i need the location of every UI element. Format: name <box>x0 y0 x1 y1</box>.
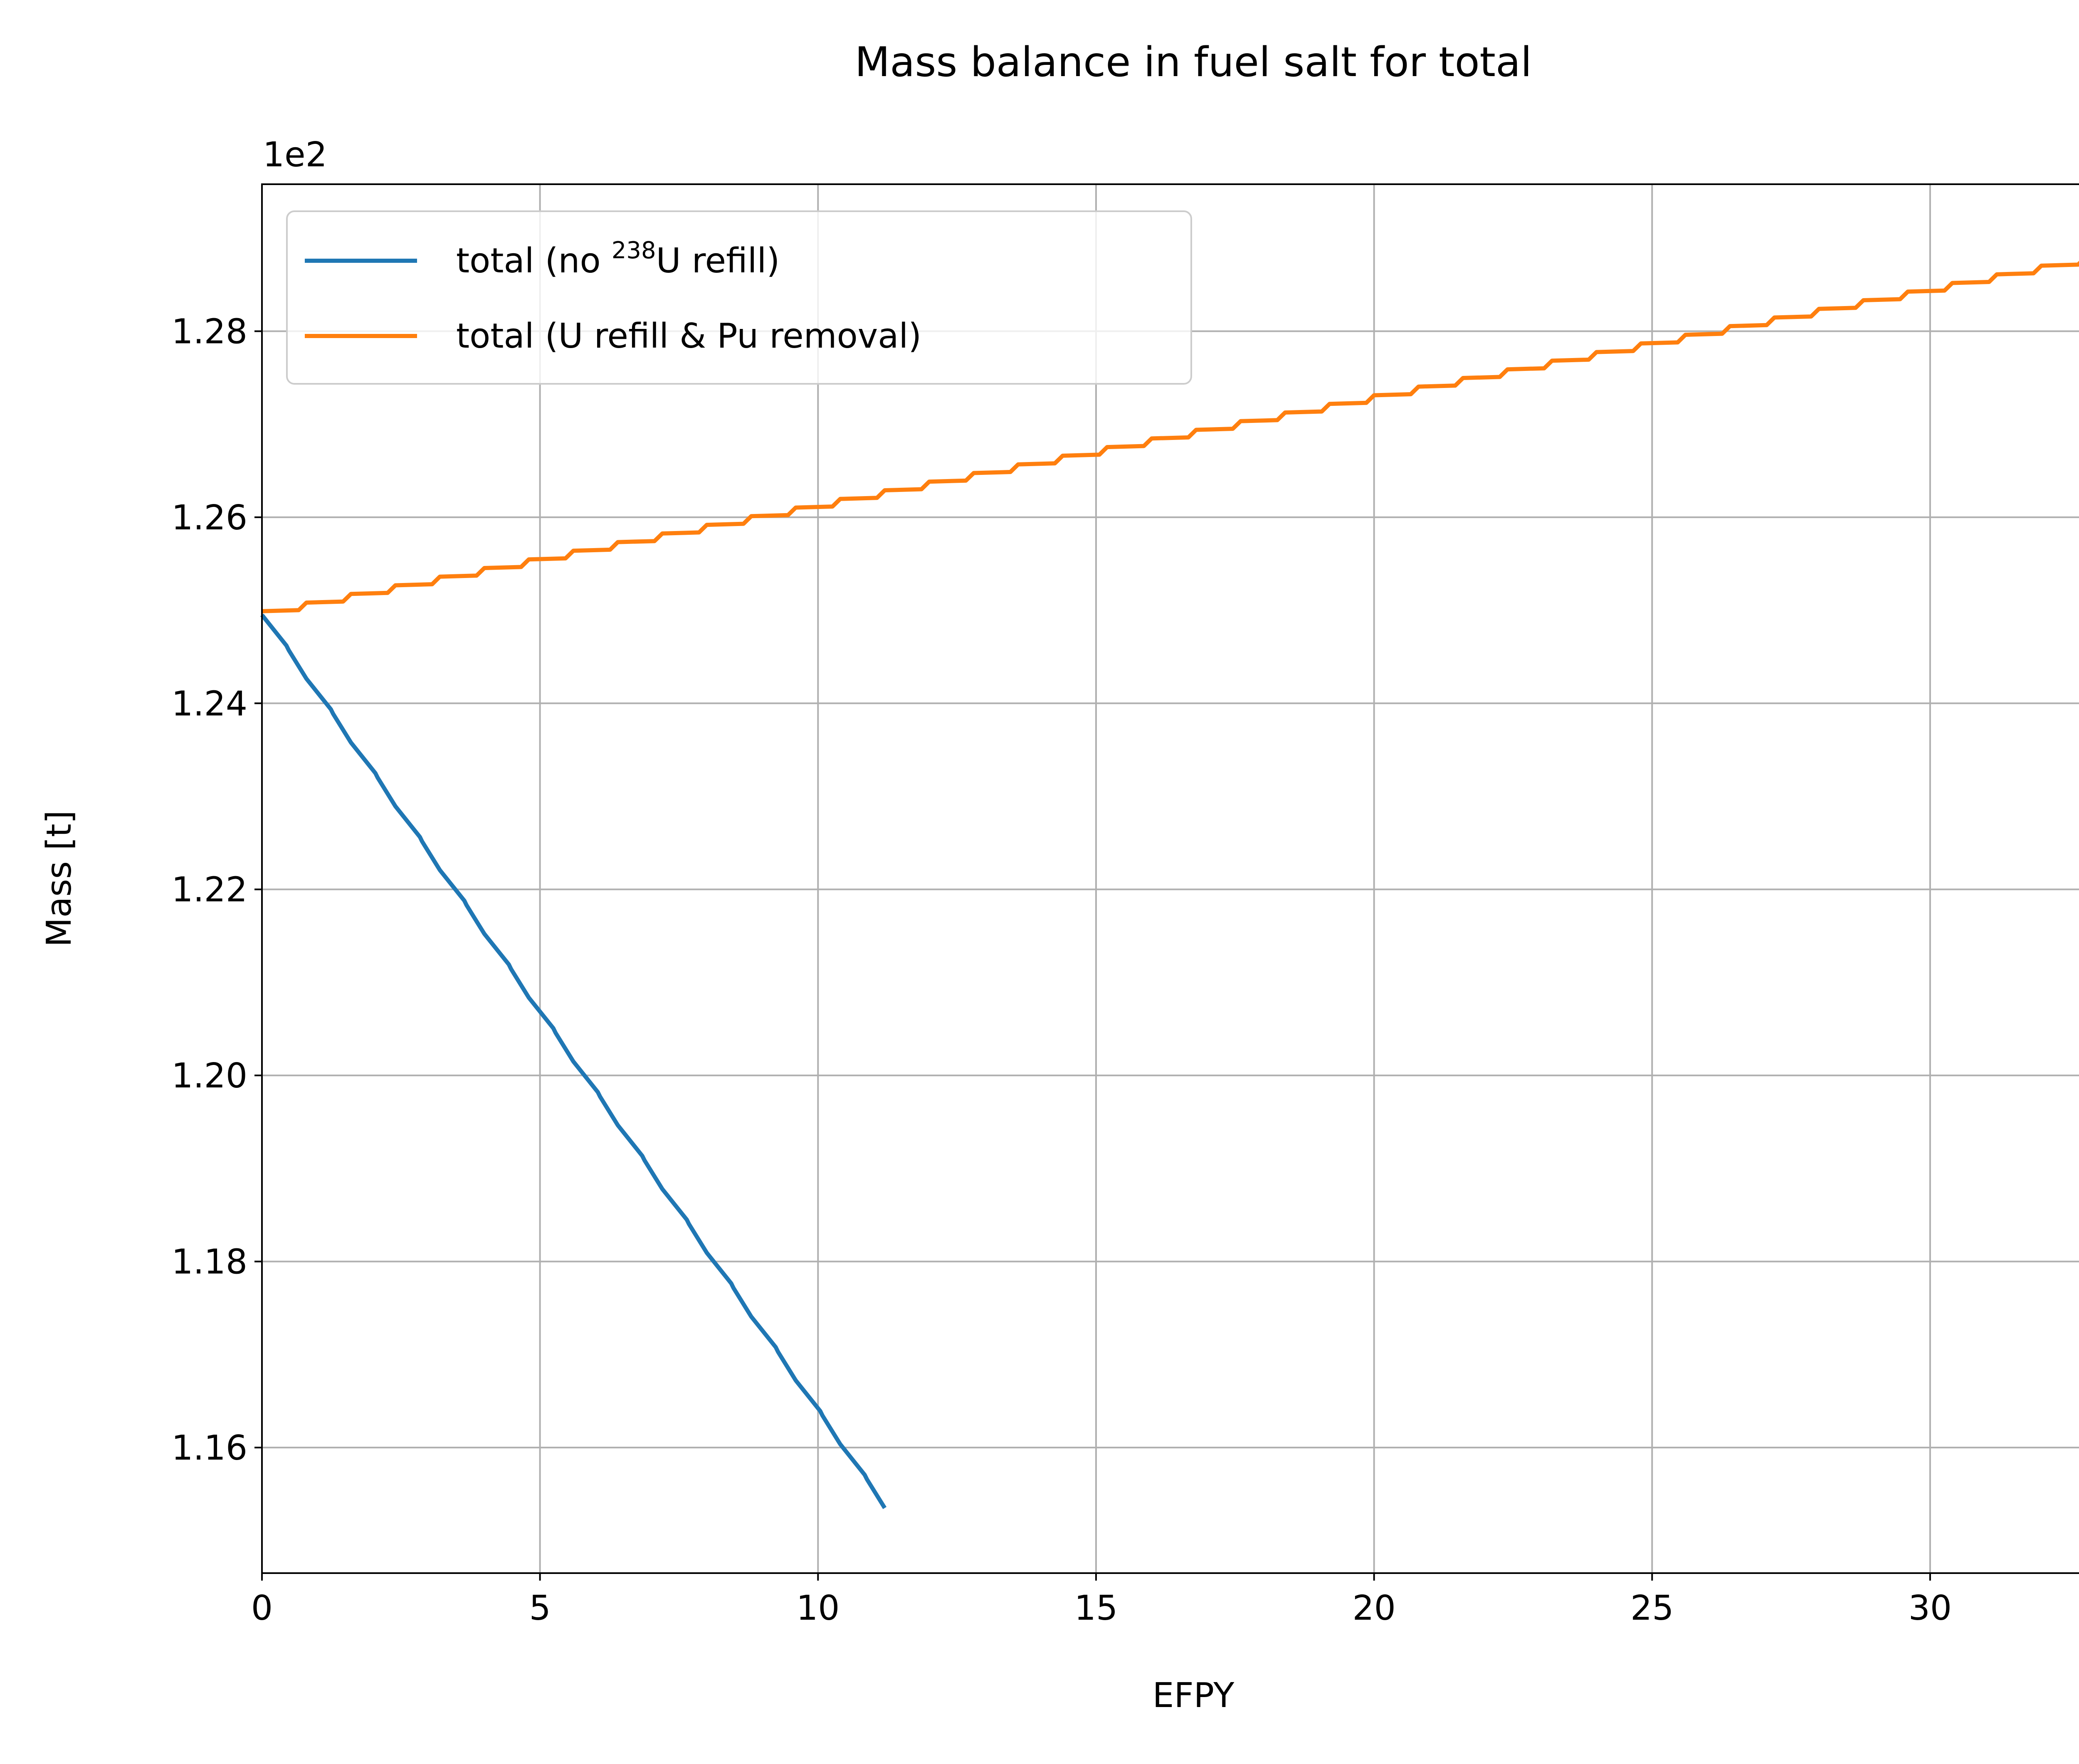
x-tick-label: 20 <box>1352 1589 1395 1628</box>
legend-label-no-refill-prefix: total (no <box>456 241 612 281</box>
y-tick-label: 1.16 <box>171 1428 247 1468</box>
y-axis-label: Mass [t] <box>40 810 79 947</box>
legend-label-refill: total (U refill & Pu removal) <box>456 316 921 356</box>
plot-frame <box>261 183 2079 1574</box>
y-tick-label: 1.20 <box>171 1056 247 1096</box>
x-axis: 0 5 10 15 20 25 30 <box>251 1573 1952 1628</box>
legend-box <box>286 210 1192 385</box>
y-tick-label: 1.28 <box>171 312 247 351</box>
y-tick-label: 1.26 <box>171 498 247 538</box>
x-tick-label: 10 <box>796 1589 840 1628</box>
legend: total (no 238U refill) total (U refill &… <box>286 210 1192 385</box>
legend-label-no-refill-suffix: U refill) <box>656 241 780 281</box>
chart-title: Mass balance in fuel salt for total <box>855 39 1532 86</box>
y-tick-label: 1.24 <box>171 684 247 724</box>
x-tick-label: 25 <box>1630 1589 1674 1628</box>
y-tick-label: 1.22 <box>171 870 247 910</box>
x-tick-label: 5 <box>529 1589 551 1628</box>
legend-label-no-refill-superscript: 238 <box>612 237 656 264</box>
x-tick-label: 0 <box>251 1589 273 1628</box>
legend-label-no-refill: total (no 238U refill) <box>456 237 780 281</box>
x-tick-label: 30 <box>1909 1589 1952 1628</box>
y-offset-label: 1e2 <box>263 135 327 175</box>
y-tick-label: 1.18 <box>171 1243 247 1282</box>
series-layer <box>260 261 2079 1510</box>
grid <box>261 184 2079 1573</box>
x-axis-label: EFPY <box>1153 1676 1235 1715</box>
x-tick-label: 15 <box>1074 1589 1118 1628</box>
plot-background <box>262 184 2079 1573</box>
y-axis: 1.16 1.18 1.20 1.22 1.24 1.26 1.28 <box>171 312 262 1468</box>
series-line-1 <box>262 261 2079 613</box>
series-line-0 <box>260 613 887 1510</box>
